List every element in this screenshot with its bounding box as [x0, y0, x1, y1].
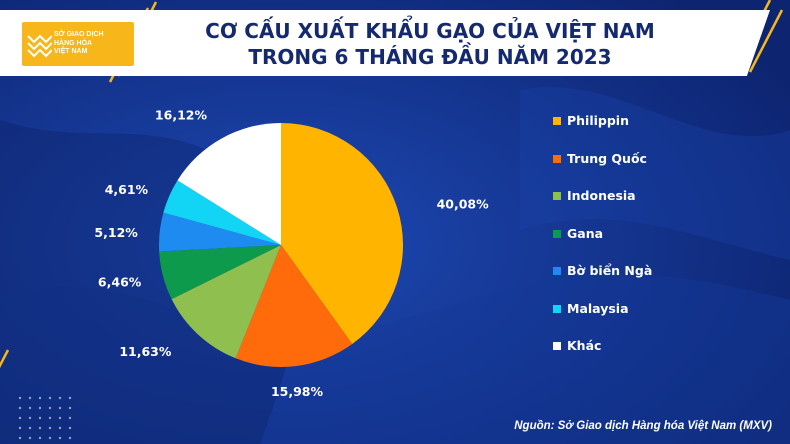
legend-item-2: Indonesia	[553, 188, 652, 226]
pie-slice-4	[158, 212, 281, 252]
legend-label-0: Philippin	[567, 113, 629, 128]
chart-legend: Philippin Trung Quốc Indonesia Gana Bờ biển …	[553, 113, 652, 376]
logo-mark-icon	[27, 34, 52, 58]
data-label-1: 15,98%	[271, 384, 324, 399]
data-label-2: 11,63%	[119, 344, 172, 359]
legend-item-0: Philippin	[553, 113, 652, 151]
dot-grid-decoration	[18, 396, 72, 440]
legend-item-1: Trung Quốc	[553, 151, 652, 189]
data-label-5: 4,61%	[105, 182, 149, 197]
legend-item-3: Gana	[553, 226, 652, 264]
legend-swatch-4	[553, 267, 561, 275]
page-title: CƠ CẤU XUẤT KHẨU GẠO CỦA VIỆT NAM TRONG …	[150, 18, 710, 70]
pie-slice-2	[171, 245, 281, 359]
legend-swatch-3	[553, 229, 561, 238]
title-line-2: TRONG 6 THÁNG ĐẦU NĂM 2023	[248, 45, 612, 69]
legend-swatch-0	[553, 117, 561, 125]
legend-swatch-1	[553, 154, 561, 163]
legend-label-4: Bờ biển Ngà	[567, 263, 653, 278]
legend-item-4: Bờ biển Ngà	[553, 263, 652, 301]
legend-item-6: Khác	[553, 338, 652, 376]
logo-line-3: VIỆT NAM	[54, 48, 88, 55]
pie-slice-6	[177, 123, 281, 245]
logo-line-2: HÀNG HÓA	[54, 39, 93, 47]
legend-swatch-6	[553, 342, 561, 350]
data-label-0: 40,08%	[437, 197, 490, 212]
legend-label-6: Khác	[567, 338, 602, 353]
legend-label-1: Trung Quốc	[567, 150, 647, 166]
pie-slice-1	[235, 245, 353, 367]
source-note: Nguồn: Sở Giao dịch Hàng hóa Việt Nam (M…	[514, 420, 772, 432]
pie-slice-0	[281, 123, 403, 345]
pie-slice-5	[163, 180, 281, 245]
legend-item-5: Malaysia	[553, 301, 652, 339]
legend-swatch-5	[553, 304, 561, 313]
legend-label-2: Indonesia	[567, 188, 636, 203]
data-label-3: 6,46%	[98, 275, 142, 290]
logo-line-1: SỞ GIAO DỊCH	[54, 31, 104, 38]
legend-label-5: Malaysia	[567, 300, 629, 316]
data-label-4: 5,12%	[94, 225, 138, 240]
legend-swatch-2	[553, 192, 561, 200]
pie-slice-3	[159, 245, 281, 300]
data-label-6: 16,12%	[155, 108, 208, 123]
legend-label-3: Gana	[567, 225, 604, 241]
title-line-1: CƠ CẤU XUẤT KHẨU GẠO CỦA VIỆT NAM	[205, 19, 655, 43]
mxv-logo: SỞ GIAO DỊCH HÀNG HÓA VIỆT NAM	[22, 22, 134, 66]
